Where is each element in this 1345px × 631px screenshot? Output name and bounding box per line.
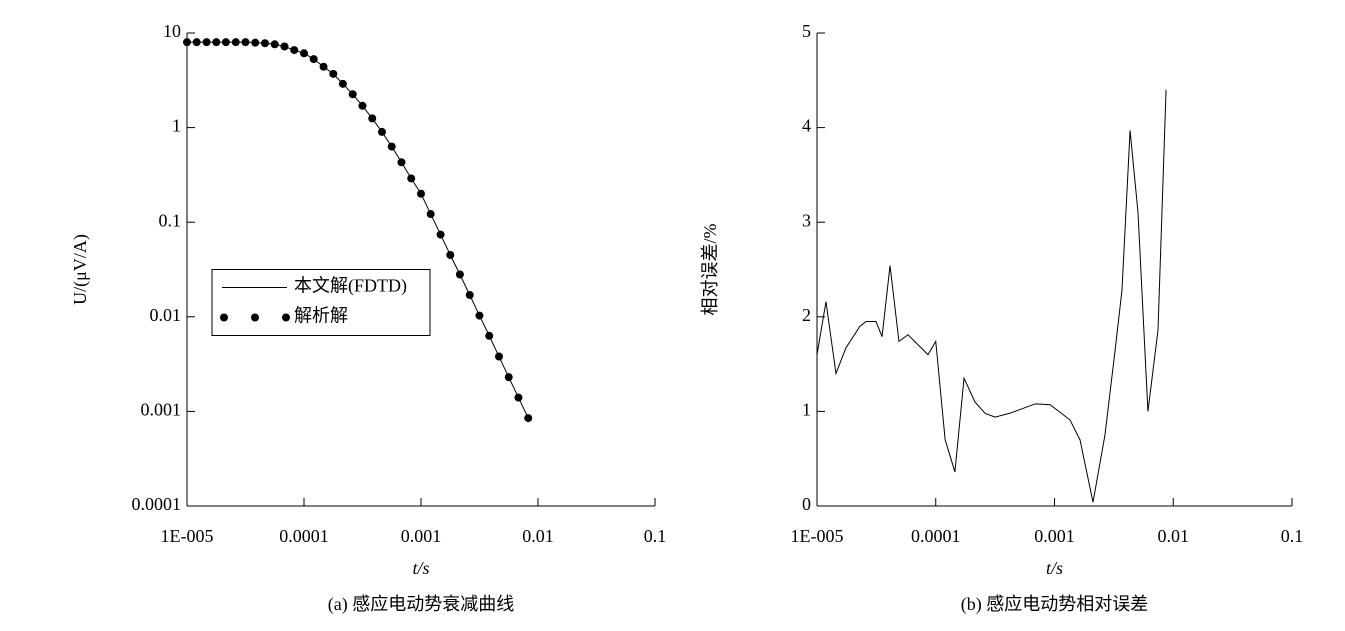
data-line (816, 89, 1167, 503)
x-tick-label: 0.1 (644, 526, 667, 546)
data-point (251, 38, 260, 47)
legend-marker (220, 313, 228, 322)
data-point (270, 40, 279, 49)
x-tick-label: 0.01 (1158, 526, 1190, 546)
x-axis-label: t/s (1046, 558, 1063, 578)
data-point (358, 101, 367, 110)
y-tick-label: 2 (802, 305, 811, 325)
data-point (348, 90, 357, 99)
data-point (319, 62, 328, 71)
y-tick-label: 0.01 (150, 305, 182, 325)
x-tick-label: 0.0001 (279, 526, 329, 546)
y-tick-label: 0.001 (141, 400, 182, 420)
data-point (231, 38, 240, 47)
y-tick-label: 10 (163, 21, 181, 41)
data-point (300, 49, 308, 58)
data-point (212, 38, 221, 47)
data-point (446, 251, 455, 260)
legend-label: 本文解(FDTD) (294, 276, 407, 297)
data-point (192, 38, 201, 47)
legend-marker (251, 313, 259, 322)
x-tick-label: 1E-005 (161, 526, 214, 546)
x-tick-label: 0.1 (1281, 526, 1304, 546)
data-point (426, 210, 435, 219)
data-point (494, 352, 503, 361)
y-tick-label: 0.1 (159, 210, 182, 230)
y-axis-label: 相对误差/% (700, 223, 720, 315)
y-tick-label: 1 (802, 400, 811, 420)
data-point (465, 290, 474, 299)
data-point (485, 331, 494, 340)
caption: (b) 感应电动势相对误差 (961, 594, 1149, 615)
legend-marker (282, 313, 290, 322)
x-tick-label: 0.0001 (911, 526, 961, 546)
data-point (514, 393, 523, 402)
y-tick-label: 3 (802, 210, 811, 230)
y-axis-label: U/(μV/A) (70, 234, 91, 305)
legend-box (211, 269, 431, 336)
data-point (387, 142, 396, 151)
x-tick-label: 0.01 (522, 526, 554, 546)
data-point (260, 39, 269, 48)
y-tick-label: 5 (802, 21, 811, 41)
data-point (221, 38, 230, 47)
data-point (329, 69, 338, 78)
y-tick-label: 4 (802, 116, 811, 136)
data-point (524, 414, 533, 423)
data-point (377, 127, 386, 136)
data-point (397, 158, 406, 167)
y-tick-label: 0 (802, 494, 811, 514)
data-point (417, 189, 425, 198)
y-tick-label: 1 (172, 116, 181, 136)
data-point (407, 174, 416, 183)
x-tick-label: 0.001 (1034, 526, 1075, 546)
data-point (202, 38, 211, 47)
data-point (504, 373, 513, 382)
caption: (a) 感应电动势衰减曲线 (328, 594, 514, 615)
data-line (187, 41, 529, 419)
y-tick-label: 0.0001 (132, 494, 182, 514)
data-point (455, 270, 464, 279)
data-point (368, 114, 377, 123)
data-point (475, 311, 484, 320)
data-point (183, 38, 191, 47)
data-point (290, 46, 299, 55)
x-tick-label: 0.001 (401, 526, 442, 546)
x-axis-label: t/s (412, 558, 429, 578)
legend-label: 解析解 (294, 306, 348, 326)
data-point (436, 230, 445, 239)
x-tick-label: 1E-005 (791, 526, 844, 546)
data-point (280, 42, 289, 51)
data-point (309, 55, 318, 64)
data-point (241, 38, 250, 47)
data-point (338, 79, 347, 88)
